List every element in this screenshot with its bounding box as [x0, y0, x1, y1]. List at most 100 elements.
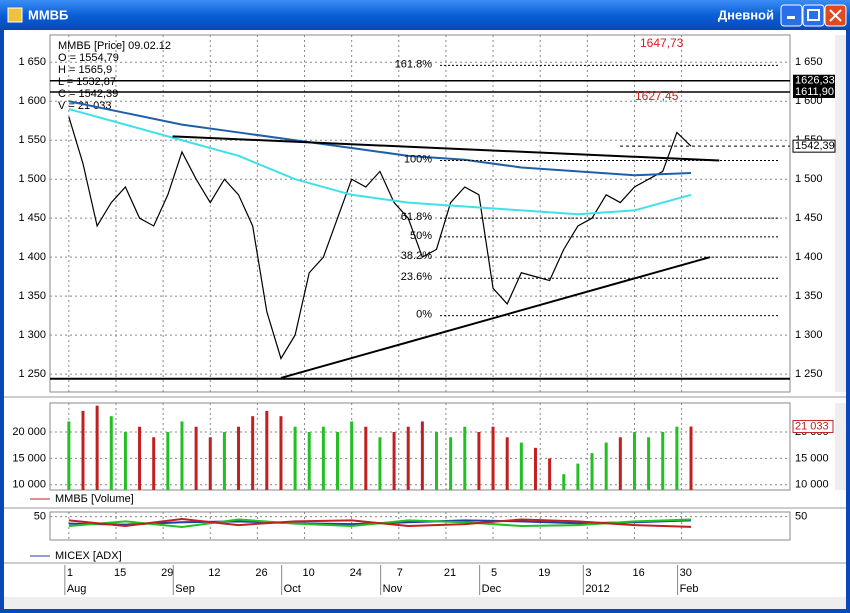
fib-label: 0%	[416, 309, 432, 321]
volume-bar	[95, 405, 99, 490]
volume-bar	[180, 421, 184, 490]
trend-line	[280, 256, 711, 379]
volume-bar	[477, 432, 481, 490]
y-tick-label-right: 50	[795, 511, 807, 523]
y-tick-label: 1 350	[18, 290, 46, 302]
volume-bar	[604, 442, 608, 490]
y-tick-label-right: 1 350	[795, 290, 823, 302]
price-annotation: 1647,73	[640, 36, 684, 50]
x-tick-label: 7	[397, 567, 403, 579]
last-price-label: 1542,39	[795, 140, 835, 152]
y-tick-label: 1 450	[18, 212, 46, 224]
y-tick-label: 1 650	[18, 56, 46, 68]
volume-bar	[675, 426, 679, 490]
volume-bar	[208, 437, 212, 490]
volume-bar	[519, 442, 523, 490]
volume-bar	[265, 410, 269, 490]
y-tick-label: 50	[34, 511, 46, 523]
volume-bar	[647, 437, 651, 490]
level-label: 1626,33	[795, 75, 835, 87]
scrollbar[interactable]	[835, 403, 846, 490]
scrollbar[interactable]	[835, 35, 846, 392]
volume-bar	[590, 453, 594, 490]
y-tick-label: 20 000	[12, 426, 46, 438]
maximize-button[interactable]	[802, 4, 825, 27]
maximize-glyph	[807, 9, 820, 21]
volume-bar	[434, 432, 438, 490]
volume-last-label: 21 033	[795, 420, 829, 432]
x-tick-label: 24	[350, 567, 362, 579]
volume-bar	[548, 458, 552, 490]
fib-label: 61.8%	[401, 211, 432, 223]
volume-bar	[109, 416, 113, 490]
series-line	[68, 100, 692, 177]
fib-label: 161.8%	[395, 58, 433, 70]
y-tick-label-right: 1 250	[795, 368, 823, 380]
volume-bar	[505, 437, 509, 490]
volume-bar	[307, 432, 311, 490]
volume-bar	[420, 421, 424, 490]
y-tick-label: 1 300	[18, 329, 46, 341]
y-tick-label: 1 250	[18, 368, 46, 380]
volume-bar	[67, 421, 71, 490]
ohlc-info: C = 1542,39	[58, 88, 118, 100]
timeframe: Дневной	[718, 7, 774, 22]
legend-label: ММВБ [Volume]	[55, 493, 134, 505]
volume-bar	[392, 432, 396, 490]
window-title: ММВБ	[28, 7, 68, 22]
last-price-box	[792, 139, 836, 153]
volume-bar	[378, 437, 382, 490]
fib-label: 100%	[404, 153, 432, 165]
minimize-glyph	[787, 16, 795, 19]
x-tick-label: 10	[303, 567, 315, 579]
x-tick-label: 12	[208, 567, 220, 579]
volume-bar	[661, 432, 665, 490]
series-line	[68, 116, 692, 360]
fib-label: 50%	[410, 230, 432, 242]
month-label: Sep	[175, 583, 195, 595]
y-tick-label-right: 10 000	[795, 479, 829, 491]
y-tick-label-right: 1 450	[795, 212, 823, 224]
volume-bar	[237, 426, 241, 490]
month-label: 2012	[585, 583, 609, 595]
x-tick-label: 1	[67, 567, 73, 579]
month-label: Nov	[383, 583, 403, 595]
x-tick-label: 16	[632, 567, 644, 579]
x-tick-label: 19	[538, 567, 550, 579]
trend-line	[172, 135, 720, 162]
plot-frame	[49, 511, 791, 541]
title-bar	[0, 0, 850, 30]
volume-bar	[321, 426, 325, 490]
h-scrollbar[interactable]	[4, 597, 846, 609]
minimize-button[interactable]	[780, 4, 803, 27]
y-tick-label-right: 1 500	[795, 173, 823, 185]
month-label: Oct	[284, 583, 301, 595]
volume-bar	[123, 432, 127, 490]
volume-bar	[293, 426, 297, 490]
volume-bar	[632, 432, 636, 490]
fib-label: 23.6%	[401, 271, 432, 283]
volume-bar	[350, 421, 354, 490]
volume-bar	[491, 426, 495, 490]
volume-bar	[336, 432, 340, 490]
volume-last-box	[792, 420, 834, 434]
y-tick-label: 10 000	[12, 479, 46, 491]
y-tick-label-right: 1 400	[795, 251, 823, 263]
volume-bar	[279, 416, 283, 490]
y-tick-label-right: 1 300	[795, 329, 823, 341]
ohlc-info: O = 1554,79	[58, 52, 119, 64]
ohlc-info: V = 21 033	[58, 100, 112, 112]
price-annotation: 1627,45	[635, 89, 679, 103]
month-label: Feb	[680, 583, 699, 595]
volume-bar	[449, 437, 453, 490]
volume-bar	[152, 437, 156, 490]
app-icon	[7, 7, 23, 23]
plot-frame	[49, 34, 791, 393]
x-tick-label: 30	[680, 567, 692, 579]
y-tick-label-right: 15 000	[795, 452, 829, 464]
volume-bar	[222, 432, 226, 490]
y-tick-label: 1 500	[18, 173, 46, 185]
close-glyph	[829, 9, 842, 22]
volume-bar	[138, 426, 142, 490]
